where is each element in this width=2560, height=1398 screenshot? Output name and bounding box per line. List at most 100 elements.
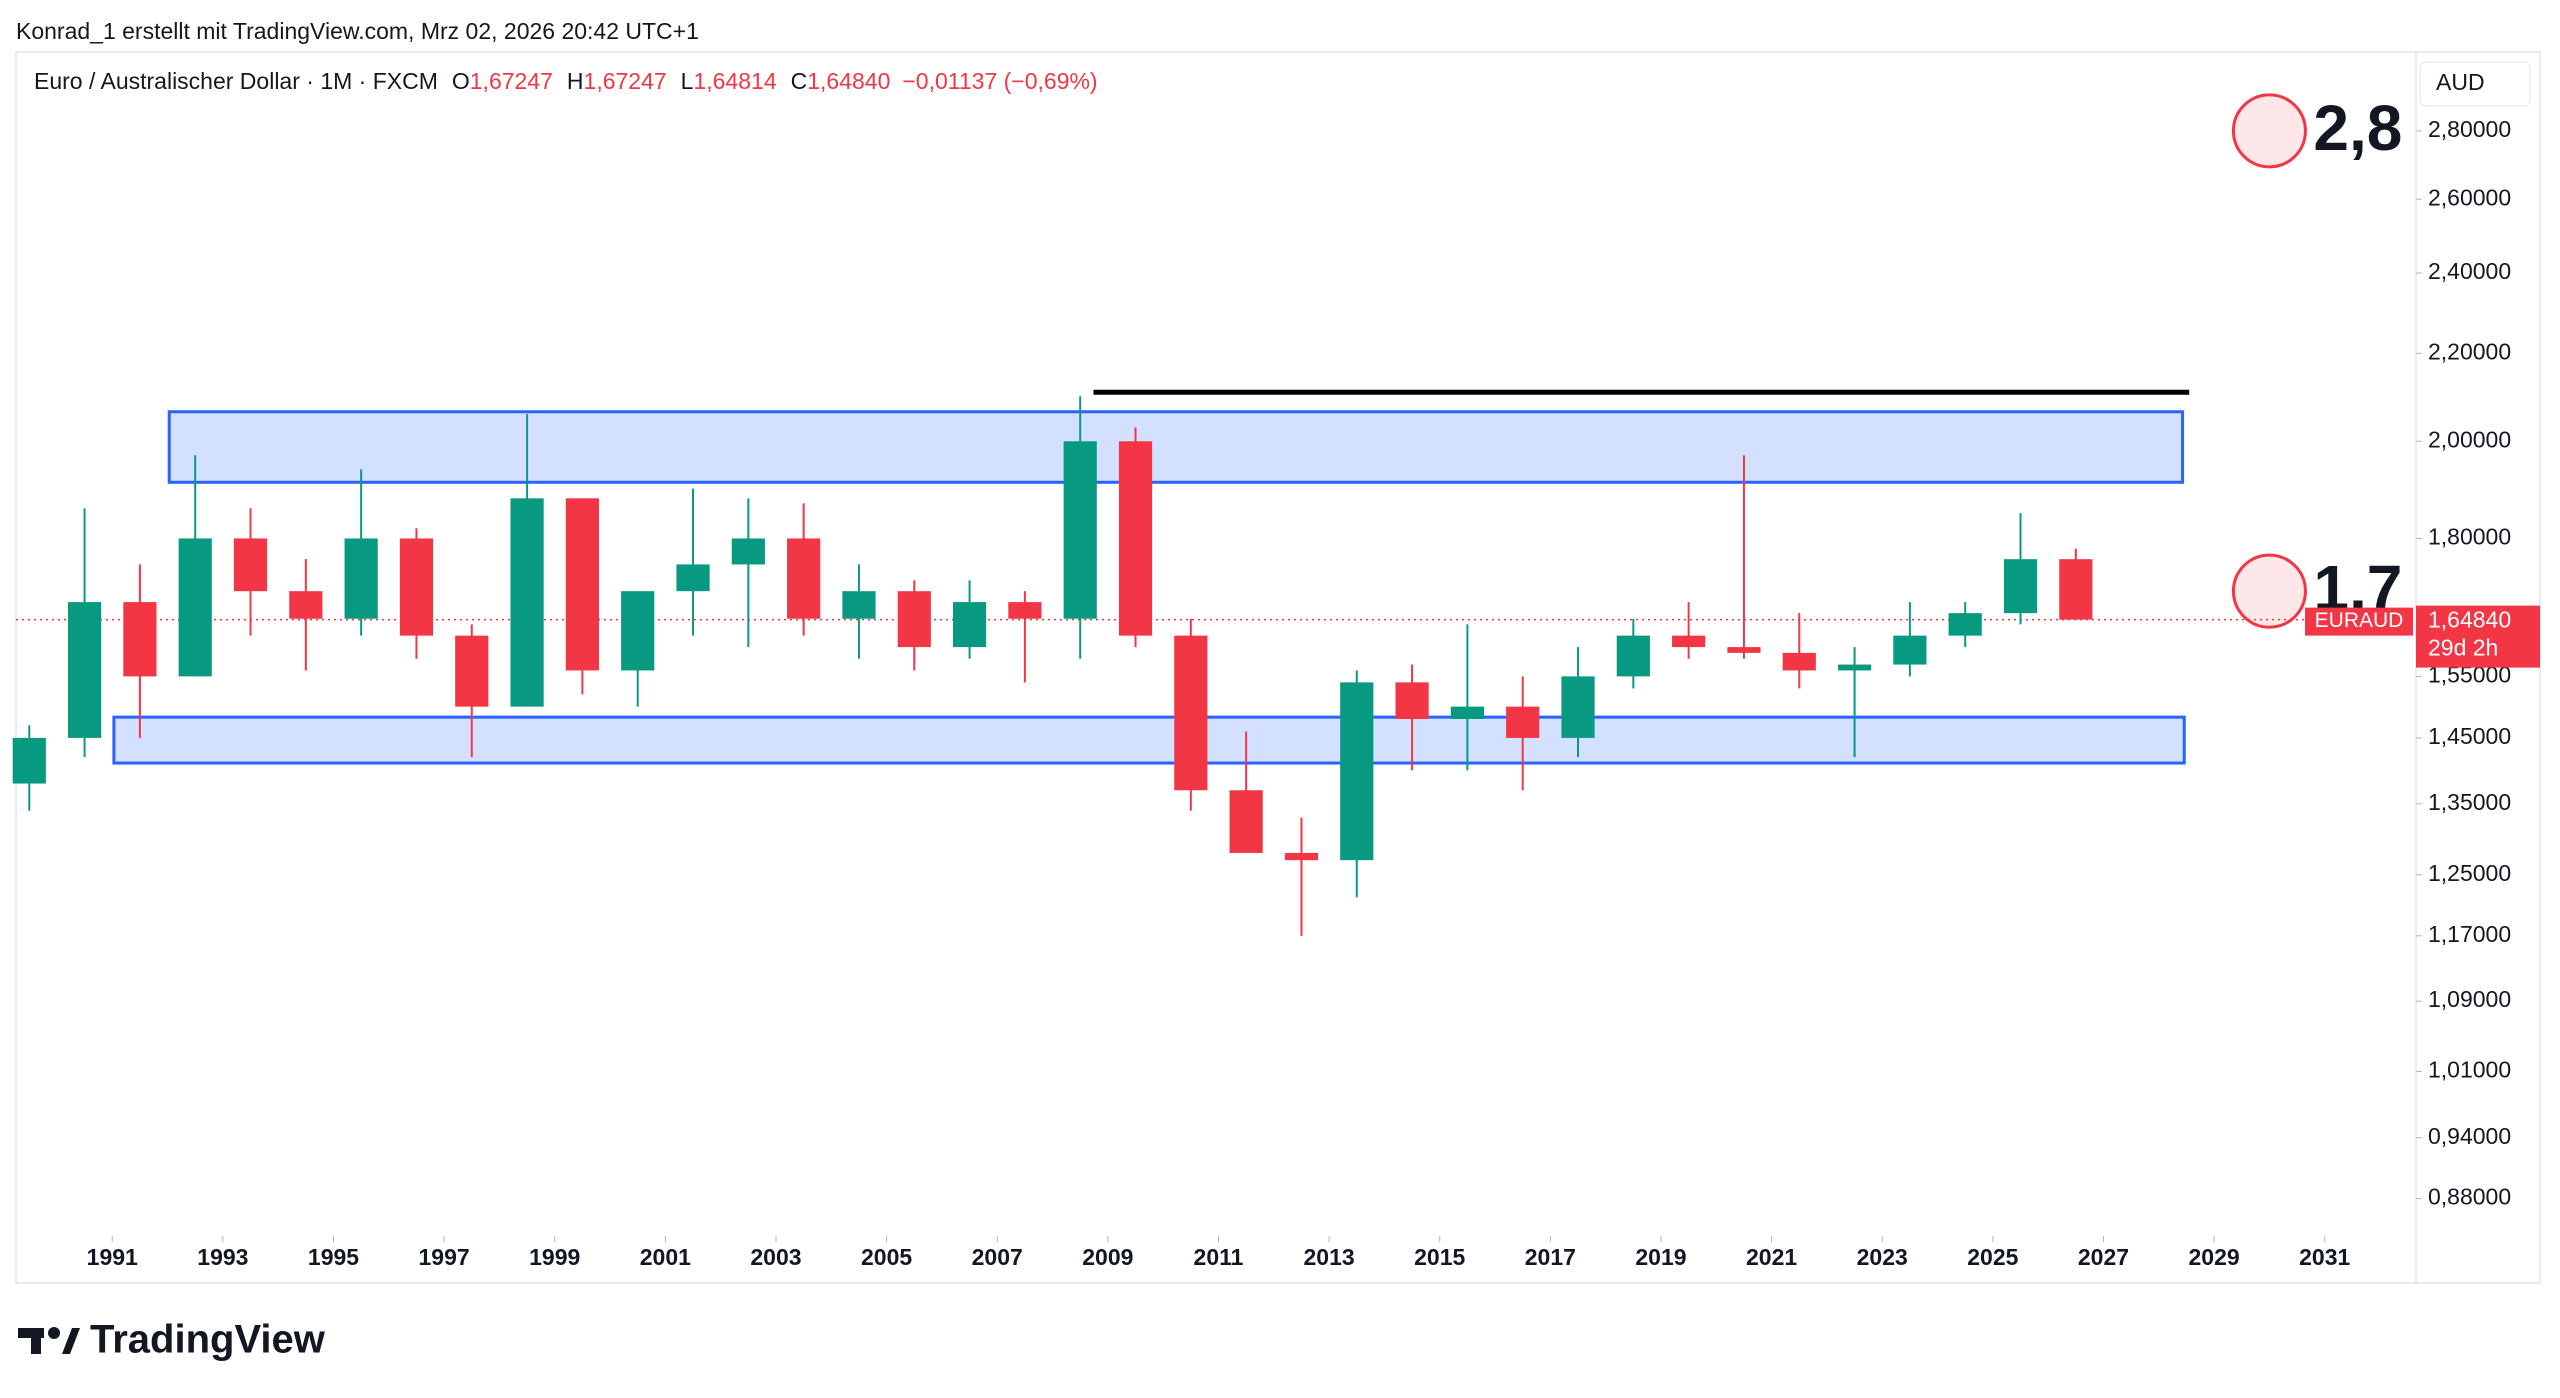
chart-frame <box>15 51 2541 1284</box>
candle-body <box>787 538 821 619</box>
y-tick-label: 0,88000 <box>2428 1184 2511 1210</box>
candle-body <box>123 602 157 677</box>
candle-body <box>455 635 489 707</box>
candle-body <box>1893 635 1927 665</box>
legend-text: Euro / Australischer Dollar · 1M · FXCM O… <box>34 68 1098 94</box>
candle-body <box>1229 790 1263 853</box>
candle-body <box>1174 635 1208 791</box>
legend-ohlc-label: C <box>791 68 808 94</box>
legend-ohlc-value: 1,64814 <box>693 68 776 94</box>
candle-body <box>510 498 544 707</box>
candle-body <box>2003 559 2038 614</box>
legend-change: −0,01137 (−0,69%) <box>902 68 1097 94</box>
x-tick-label: 1991 <box>87 1244 138 1270</box>
candle-body <box>1395 682 1429 720</box>
x-tick-label: 2011 <box>1194 1244 1244 1270</box>
price-tag-label: 1,64840 <box>2428 607 2511 633</box>
x-tick-label: 2003 <box>750 1244 801 1270</box>
x-tick-label: 2007 <box>972 1244 1023 1270</box>
legend: Euro / Australischer Dollar · 1M · FXCM O… <box>34 68 1098 94</box>
candle-body <box>289 591 323 619</box>
candle-body <box>1561 676 1595 738</box>
candle-body <box>731 538 765 565</box>
candle-body <box>12 737 46 784</box>
candle-body <box>1063 441 1097 619</box>
candle-body <box>1450 706 1484 720</box>
y-tick-label: 1,80000 <box>2428 524 2511 550</box>
legend-ohlc-value: 1,64840 <box>807 68 890 94</box>
candle-body <box>1672 635 1706 648</box>
candle-body <box>1837 664 1872 671</box>
x-tick-label: 2019 <box>1635 1244 1686 1270</box>
zone <box>167 410 2185 484</box>
y-tick-label: 1,01000 <box>2428 1057 2511 1083</box>
x-tick-label: 2015 <box>1414 1244 1465 1270</box>
candle-body <box>676 564 710 592</box>
marker <box>2231 553 2307 629</box>
x-tick-label: 2027 <box>2078 1244 2129 1270</box>
candle-body <box>67 602 102 738</box>
x-tick-label: 2025 <box>1967 1244 2018 1270</box>
brand: TradingView <box>90 1318 326 1362</box>
candle-body <box>952 602 987 648</box>
x-tick-label: 1997 <box>419 1244 470 1270</box>
ticker-tag-label: EURAUD <box>2315 609 2404 632</box>
x-tick-label: 2021 <box>1746 1244 1797 1270</box>
header: Konrad_1 erstellt mit TradingView.com, M… <box>16 18 699 44</box>
marker <box>2231 93 2307 169</box>
x-tick-label: 2023 <box>1857 1244 1908 1270</box>
candle-body <box>897 591 931 648</box>
candle-body <box>1284 852 1319 861</box>
candle-body <box>842 591 876 619</box>
candle-body <box>1948 613 1982 636</box>
legend-ohlc-label: L <box>681 68 694 94</box>
legend-ohlc-label: H <box>567 68 584 94</box>
candle-body <box>178 538 212 677</box>
candle-body <box>1008 602 1042 619</box>
x-tick-label: 2031 <box>2299 1244 2350 1270</box>
candle-body <box>1340 682 1374 861</box>
candle-body <box>233 538 268 592</box>
x-tick-label: 2013 <box>1304 1244 1355 1270</box>
x-tick-label: 2005 <box>861 1244 912 1270</box>
x-tick-label: 2001 <box>640 1244 691 1270</box>
x-tick-label: 2009 <box>1082 1244 1133 1270</box>
ticker-tag <box>2305 607 2413 636</box>
candle-body <box>565 498 599 671</box>
candle-body <box>399 538 434 636</box>
y-tick-label: 0,94000 <box>2428 1123 2511 1149</box>
x-tick-label: 2029 <box>2189 1244 2240 1270</box>
candle-body <box>1118 441 1153 636</box>
y-tick-label: 1,25000 <box>2428 860 2511 886</box>
x-tick-label: 1999 <box>529 1244 580 1270</box>
y-tick-label: 1,17000 <box>2428 921 2511 947</box>
zone <box>112 715 2186 765</box>
currency-box <box>2419 61 2531 107</box>
y-tick-label: 1,35000 <box>2428 789 2511 815</box>
candle-body <box>1727 647 1761 653</box>
countdown-label: 29d 2h <box>2428 635 2498 661</box>
candle-body <box>344 538 378 619</box>
y-tick-label: 2,00000 <box>2428 426 2511 452</box>
y-tick-label: 1,09000 <box>2428 986 2511 1012</box>
currency: AUD <box>2436 69 2485 95</box>
y-tick-label: 2,80000 <box>2428 116 2511 142</box>
y-tick-label: 2,20000 <box>2428 338 2511 364</box>
legend-ohlc-value: 1,67247 <box>584 68 667 94</box>
legend-ohlc-value: 1,67247 <box>470 68 553 94</box>
price-tag <box>2416 605 2540 668</box>
x-tick-label: 2017 <box>1525 1244 1576 1270</box>
logo: TradingView <box>18 1318 326 1362</box>
candle-body <box>621 591 655 671</box>
candle-body <box>1506 706 1540 738</box>
legend-ohlc-label: O <box>452 68 470 94</box>
y-tick-label: 2,60000 <box>2428 184 2511 210</box>
candle-body <box>2059 559 2093 620</box>
y-tick-label: 2,40000 <box>2428 258 2511 284</box>
y-tick-label: 1,45000 <box>2428 723 2511 749</box>
legend-symbol: Euro / Australischer Dollar · 1M · FXCM <box>34 68 438 94</box>
x-tick-label: 1995 <box>308 1244 359 1270</box>
marker-label: 2,8 <box>2313 92 2402 164</box>
candle-body <box>1616 635 1650 677</box>
